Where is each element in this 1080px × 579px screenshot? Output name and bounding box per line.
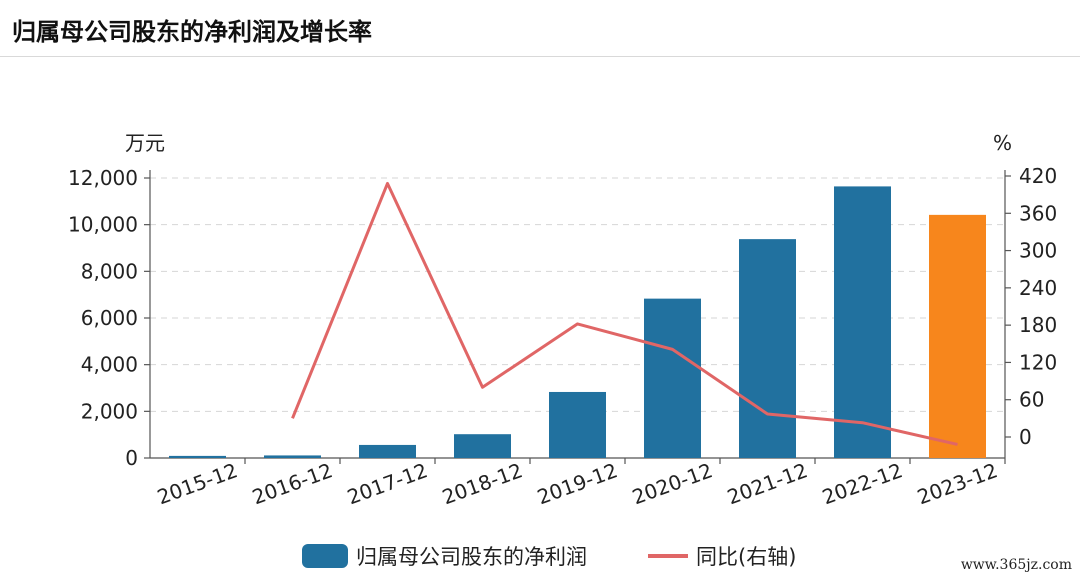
title-bar: 归属母公司股东的净利润及增长率	[0, 0, 1080, 57]
page-title: 归属母公司股东的净利润及增长率	[12, 18, 372, 46]
legend-bar-swatch	[302, 544, 348, 568]
legend-line-label: 同比(右轴)	[696, 545, 796, 569]
x-axis-tick-label: 2021-12	[724, 458, 811, 509]
bar	[359, 444, 416, 458]
x-axis-tick-label: 2020-12	[629, 458, 716, 509]
left-axis-tick-label: 8,000	[81, 259, 138, 283]
right-axis-tick-label: 240	[1019, 276, 1057, 300]
x-axis-tick-label: 2015-12	[154, 458, 241, 509]
left-axis-tick-label: 0	[125, 446, 138, 470]
bar	[549, 391, 606, 458]
right-axis-tick-label: 180	[1019, 313, 1057, 337]
left-axis-tick-label: 10,000	[68, 213, 138, 237]
left-axis-tick-label: 4,000	[81, 353, 138, 377]
bar	[929, 214, 986, 458]
watermark: www.365jz.com	[960, 557, 1072, 573]
left-axis-tick-label: 2,000	[81, 399, 138, 423]
right-axis-tick-label: 120	[1019, 350, 1057, 374]
bar	[454, 434, 511, 458]
x-axis-tick-label: 2018-12	[439, 458, 526, 509]
right-axis-tick-label: 60	[1019, 388, 1044, 412]
x-axis-tick-label: 2017-12	[344, 458, 431, 509]
x-axis-tick-label: 2019-12	[534, 458, 621, 509]
x-axis-tick-label: 2023-12	[914, 458, 1001, 509]
bar	[739, 239, 796, 458]
bar	[644, 298, 701, 458]
left-axis-tick-label: 12,000	[68, 166, 138, 190]
yoy-growth-line	[291, 181, 958, 446]
right-axis-tick-label: 0	[1019, 425, 1032, 449]
right-axis-tick-label: 420	[1019, 164, 1057, 188]
right-axis-tick-label: 360	[1019, 201, 1057, 225]
right-axis-tick-label: 300	[1019, 239, 1057, 263]
left-axis-tick-label: 6,000	[81, 306, 138, 330]
bar	[834, 186, 891, 458]
bar	[264, 455, 321, 458]
x-axis-tick-label: 2016-12	[249, 458, 336, 509]
left-axis-unit: 万元	[125, 131, 165, 155]
right-axis-unit: %	[993, 131, 1012, 155]
x-axis-tick-label: 2022-12	[819, 458, 906, 509]
bar	[169, 455, 226, 458]
legend-bar-label: 归属母公司股东的净利润	[356, 545, 587, 569]
